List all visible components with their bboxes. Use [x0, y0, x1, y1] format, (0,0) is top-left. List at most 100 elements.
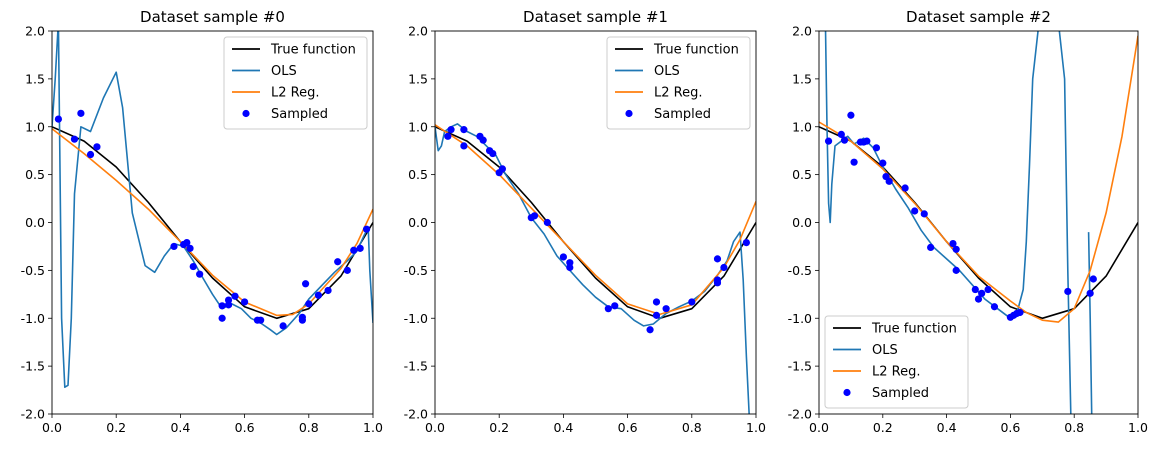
sample1-y-tick-label-2: -1.0 — [404, 311, 428, 326]
sample2-sampled-point-17 — [952, 245, 960, 253]
sample1-y-tick-label-1: -1.5 — [404, 359, 428, 374]
sample0-plot-area — [52, 31, 373, 389]
sample2-x-tick-label-4: 0.8 — [1064, 420, 1084, 435]
sample2-y-tick-label-1: -1.5 — [788, 359, 812, 374]
sample2-legend: True function OLS L2 Reg. Sampled — [824, 315, 969, 409]
sample0-legend-sampled-label: Sampled — [271, 107, 328, 122]
sample0-sampled-point-2 — [77, 109, 85, 117]
sample1-legend-l2-reg-label: L2 Reg. — [654, 86, 702, 101]
sample0-sampled-point-19 — [279, 322, 287, 330]
sample0-x-tick-label-0: 0.0 — [42, 420, 62, 435]
sample2-sampled-point-8 — [872, 144, 881, 152]
sample1-legend: True function OLS L2 Reg. Sampled — [606, 36, 751, 130]
sample2-x-tick-label-0: 0.0 — [809, 420, 829, 435]
sample1-panel: Dataset sample #1 0.0 0.2 0.4 0.6 0.8 1.0 -2.0 -… — [404, 8, 766, 435]
sample0-sampled-point-23 — [305, 300, 313, 308]
sample2-sampled-point-14 — [920, 210, 928, 218]
sample0-panel: Dataset sample #0 0.0 0.2 0.4 0.6 0.8 1.0 -2.0 -… — [21, 8, 383, 435]
sample0-legend-l2-reg-label: L2 Reg. — [271, 86, 319, 101]
sample2-sampled-point-13 — [911, 207, 919, 215]
sample1-sampled-point-22 — [688, 298, 696, 306]
sample1-y-tick-label-4: 0.0 — [408, 215, 428, 230]
sample0-x-tick-label-2: 0.4 — [170, 420, 190, 435]
sample2-sampled-point-2 — [840, 136, 849, 144]
sample1-sampled-point-17 — [611, 302, 619, 310]
sample1-sampled-point-9 — [498, 165, 507, 173]
sample2-sampled-point-11 — [885, 177, 893, 185]
sample1-sampled-point-20 — [652, 298, 661, 306]
sample2-ols-line-1 — [824, 31, 1072, 414]
sample1-x-tick-label-5: 1.0 — [746, 420, 766, 435]
sample2-sampled-point-19 — [971, 285, 979, 294]
sample1-sampled-point-13 — [559, 253, 568, 261]
sample0-sampled-point-25 — [324, 286, 332, 295]
sample2-y-tick-label-5: 0.5 — [792, 167, 812, 182]
sample2-sampled-point-15 — [927, 243, 935, 251]
sample2-sampled-point-23 — [990, 303, 999, 311]
sample0-y-tick-label-1: -1.5 — [21, 359, 45, 374]
sample1-legend-sampled-label: Sampled — [654, 107, 711, 122]
sample0-y-tick-label-6: 1.0 — [25, 119, 45, 134]
sample0-x-tick-label-1: 0.2 — [106, 420, 126, 435]
sample1-sampled-point-21 — [662, 305, 670, 313]
sample2-plot-area — [819, 31, 1138, 414]
sample0-sampled-point-26 — [334, 258, 342, 266]
sample0-legend-box — [223, 36, 368, 130]
sample2-y-tick-label-7: 1.5 — [792, 71, 812, 86]
sample1-y-tick-label-3: -0.5 — [404, 263, 428, 278]
sample1-sampled-point-0 — [444, 132, 452, 140]
sample2-legend-l2-reg-label: L2 Reg. — [872, 365, 920, 380]
sample0-y-tick-label-5: 0.5 — [25, 167, 45, 182]
sample1-sampled-point-15 — [566, 263, 574, 272]
sample0-legend-true-function-label: True function — [270, 43, 356, 58]
sample2-sampled-point-3 — [847, 111, 855, 119]
sample2-sampled-point-18 — [952, 266, 960, 274]
sample2-sampled-point-12 — [901, 184, 909, 192]
sample0-sampled-point-9 — [189, 262, 197, 271]
sample2-y-tick-label-3: -0.5 — [788, 263, 812, 278]
sample2-legend-sampled-marker — [843, 388, 851, 397]
sample1-true-function-line-0 — [435, 126, 756, 320]
sample0-sampled-point-14 — [224, 296, 233, 304]
sample0-sampled-point-16 — [241, 298, 249, 306]
sample0-legend-sampled-marker — [242, 109, 250, 118]
sample1-sampled-point-7 — [489, 149, 497, 158]
sample1-sampled-point-24 — [713, 279, 722, 287]
sample1-sampled-point-2 — [460, 126, 468, 134]
sample1-x-tick-label-2: 0.4 — [553, 420, 573, 435]
sample0-title: Dataset sample #0 — [140, 8, 285, 26]
sample2-sampled-point-7 — [863, 137, 871, 145]
sample1-plot-area — [435, 123, 756, 414]
sample0-y-tick-label-0: -2.0 — [21, 407, 45, 422]
sample0-sampled-point-18 — [257, 316, 265, 324]
sample2-panel: Dataset sample #2 0.0 0.2 0.4 0.6 0.8 1.0 -2.0 -… — [788, 8, 1148, 435]
sample2-true-function-line-0 — [819, 126, 1138, 320]
sample0-sampled-point-30 — [362, 225, 371, 233]
sample2-sampled-point-4 — [850, 158, 858, 166]
sample1-x-tick-label-4: 0.8 — [682, 420, 702, 435]
sample2-x-tick-label-2: 0.4 — [937, 420, 957, 435]
sample2-sampled-point-20 — [974, 295, 983, 303]
sample1-sampled-point-25 — [713, 255, 722, 263]
sample1-sampled-point-19 — [652, 311, 661, 319]
sample2-sampled-point-22 — [984, 285, 992, 294]
sample1-sampled-point-11 — [530, 212, 539, 220]
sample2-y-tick-label-4: 0.0 — [792, 215, 812, 230]
sample0-sampled-point-28 — [350, 246, 358, 254]
sample1-x-tick-label-0: 0.0 — [425, 420, 445, 435]
sample1-sampled-point-18 — [646, 326, 654, 334]
sample2-legend-ols-label: OLS — [872, 343, 898, 358]
sample1-legend-true-function-label: True function — [653, 43, 739, 58]
sample1-sampled-point-26 — [720, 263, 728, 272]
sample2-sampled-point-0 — [824, 137, 833, 145]
sample0-y-tick-label-4: 0.0 — [25, 215, 45, 230]
sample0-sampled-point-15 — [231, 292, 239, 300]
sample1-x-tick-label-1: 0.2 — [489, 420, 509, 435]
sample2-sampled-point-16 — [949, 239, 957, 248]
sample0-legend: True function OLS L2 Reg. Sampled — [223, 36, 368, 130]
sample2-sampled-point-21 — [978, 289, 986, 297]
sample1-y-tick-label-0: -2.0 — [404, 407, 428, 422]
sample0-sampled-point-7 — [183, 239, 191, 247]
sample2-sampled-point-30 — [1089, 275, 1097, 283]
